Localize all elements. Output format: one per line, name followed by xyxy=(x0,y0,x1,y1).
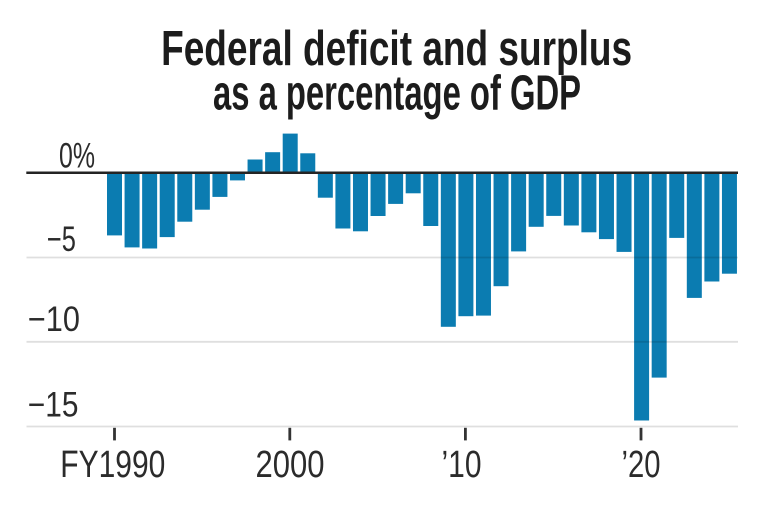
svg-text:−15: −15 xyxy=(28,386,79,425)
svg-text:Federal deficit and surplus: Federal deficit and surplus xyxy=(161,22,632,76)
svg-text:−5: −5 xyxy=(47,220,76,259)
svg-text:2000: 2000 xyxy=(256,444,325,486)
svg-text:0%: 0% xyxy=(59,137,95,176)
svg-text:’10: ’10 xyxy=(442,444,482,486)
svg-text:−10: −10 xyxy=(28,300,80,339)
svg-text:as a percentage of GDP: as a percentage of GDP xyxy=(213,66,581,120)
svg-text:’20: ’20 xyxy=(622,444,661,486)
svg-text:FY1990: FY1990 xyxy=(60,444,165,486)
